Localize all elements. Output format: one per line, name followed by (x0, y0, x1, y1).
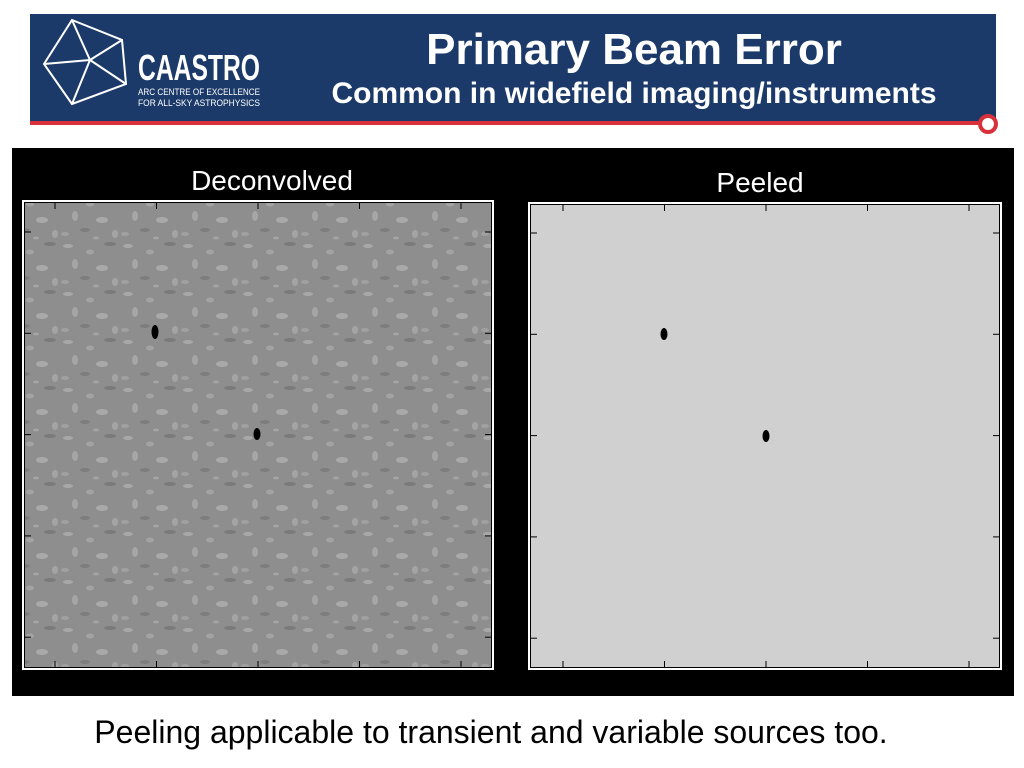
header-rule (30, 121, 985, 125)
header-rule-end (978, 114, 998, 134)
image-frame (22, 200, 494, 670)
panel-label: Deconvolved (191, 165, 353, 196)
slide-title: Primary Beam Error (426, 25, 842, 74)
logo-line: FOR ALL-SKY ASTROPHYSICS (138, 98, 260, 108)
caption: Peeling applicable to transient and vari… (94, 714, 887, 750)
image-ticks (25, 203, 999, 667)
header-banner (30, 14, 996, 122)
logo-icon (42, 18, 128, 106)
logo-line: ARC CENTRE OF EXCELLENCE (138, 87, 260, 97)
source (762, 430, 770, 442)
image-frame (528, 202, 1002, 670)
source (660, 328, 668, 340)
panel-label: Peeled (716, 167, 803, 198)
source (151, 325, 159, 339)
logo-name: CAASTRO (138, 47, 260, 88)
source (253, 428, 261, 440)
slide-subtitle: Common in widefield imaging/instruments (331, 77, 936, 110)
